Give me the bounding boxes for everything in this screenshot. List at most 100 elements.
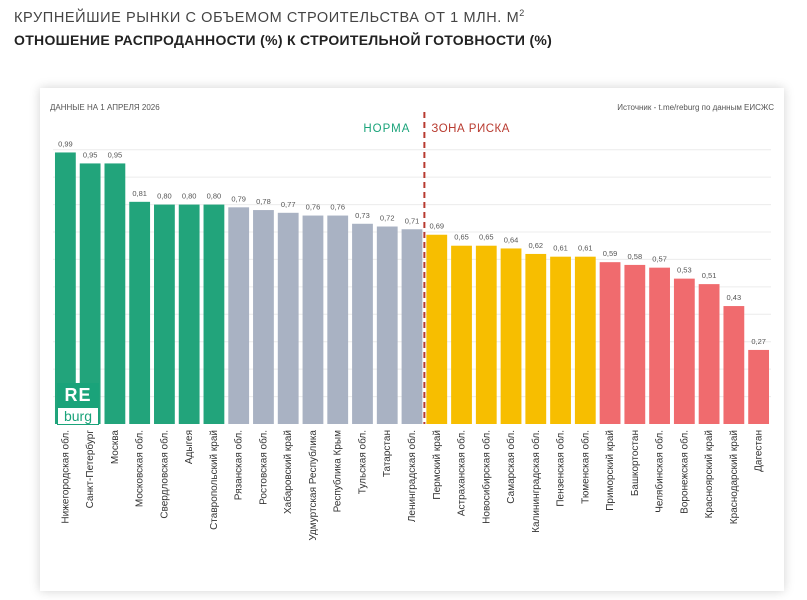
value-label: 0,61	[553, 244, 568, 253]
category-label: Хабаровский край	[282, 430, 294, 514]
chart-subtitle: ОТНОШЕНИЕ РАСПРОДАННОСТИ (%) К СТРОИТЕЛЬ…	[14, 32, 553, 48]
value-label: 0,72	[380, 214, 395, 223]
category-label: Пензенская обл.	[555, 430, 567, 507]
bar	[451, 245, 472, 424]
category-label: Башкортостан	[630, 430, 641, 496]
category-labels-group: Нижегородская обл. Санкт-Петербург Москва М…	[59, 430, 764, 541]
bar	[624, 264, 646, 424]
category-label: Ленинградская обл.	[406, 430, 418, 522]
logo-re: RE	[57, 383, 99, 407]
value-label: 0,69	[429, 222, 444, 231]
bar	[550, 256, 571, 424]
bar	[376, 226, 398, 424]
bar	[277, 212, 299, 424]
category-label: Астраханская обл.	[456, 430, 468, 516]
bar	[723, 306, 745, 424]
value-label: 0,65	[479, 233, 494, 242]
value-label: 0,95	[108, 150, 123, 159]
value-label: 0,27	[751, 337, 766, 346]
value-label: 0,76	[306, 203, 321, 212]
bar	[475, 245, 497, 424]
category-label: Удмуртская Республика	[307, 430, 319, 541]
bar	[203, 204, 225, 424]
category-label: Адыгея	[184, 430, 195, 464]
category-label: Пермский край	[432, 430, 443, 500]
category-label: Тульская обл.	[356, 430, 368, 494]
value-label: 0,73	[355, 211, 370, 220]
bar	[426, 234, 448, 424]
value-label: 0,59	[603, 249, 618, 258]
bars-group	[54, 152, 770, 424]
category-label: Рязанская обл.	[233, 430, 245, 500]
category-label: Самарская обл.	[505, 430, 517, 504]
bar	[500, 248, 522, 424]
norm-zone-label: НОРМА	[363, 123, 410, 135]
bar	[154, 204, 175, 424]
chart-title: КРУПНЕЙШИЕ РЫНКИ С ОБЪЕМОМ СТРОИТЕЛЬСТВА…	[14, 8, 525, 26]
value-label: 0,80	[207, 192, 222, 201]
value-label: 0,76	[330, 203, 345, 212]
category-label: Татарстан	[382, 430, 393, 477]
source-note: Источник - t.me/reburg по данным ЕИСЖС	[617, 103, 774, 112]
category-label: Красноярский край	[704, 430, 715, 518]
value-label: 0,71	[405, 216, 420, 225]
date-note: ДАННЫЕ НА 1 АПРЕЛЯ 2026	[50, 103, 160, 112]
bar	[253, 210, 274, 424]
category-label: Тюменская обл.	[579, 430, 591, 504]
bar	[327, 215, 349, 424]
category-label: Нижегородская обл.	[59, 430, 71, 524]
value-label: 0,77	[281, 200, 296, 209]
value-label: 0,78	[256, 197, 271, 206]
category-label: Московская обл.	[134, 430, 146, 507]
value-label: 0,65	[454, 233, 469, 242]
value-label: 0,43	[727, 293, 742, 302]
value-label: 0,79	[231, 194, 246, 203]
bar	[748, 349, 770, 424]
bar	[599, 262, 621, 424]
bar-chart: ДАННЫЕ НА 1 АПРЕЛЯ 2026 Источник - t.me/…	[50, 103, 774, 541]
bar	[79, 163, 101, 424]
bar	[649, 267, 670, 424]
category-label: Воронежская обл.	[678, 430, 690, 514]
value-label: 0,81	[132, 189, 147, 198]
reburg-logo: RE burg	[57, 383, 99, 425]
category-label: Ставропольский край	[209, 430, 220, 530]
bar	[401, 229, 423, 424]
value-label: 0,51	[702, 271, 717, 280]
bar	[673, 278, 695, 424]
bar	[54, 152, 76, 424]
value-label: 0,62	[528, 241, 543, 250]
bar	[525, 253, 547, 424]
category-label: Краснодарский край	[729, 430, 740, 524]
bar	[574, 256, 596, 424]
value-label: 0,80	[182, 192, 197, 201]
value-label: 0,99	[58, 139, 73, 148]
value-label: 0,58	[628, 252, 643, 261]
value-label: 0,61	[578, 244, 593, 253]
bar	[178, 204, 200, 424]
category-label: Москва	[110, 430, 121, 465]
bar	[129, 201, 151, 424]
category-label: Приморский край	[605, 430, 616, 511]
value-labels-group: 0,99 0,95 0,95 0,81 0,80 0,80 0,80 0,79 0,78 0,77…	[58, 139, 766, 345]
category-label: Новосибирская обл.	[480, 430, 492, 524]
category-label: Санкт-Петербург	[84, 430, 96, 509]
bar	[302, 215, 324, 424]
category-label: Челябинская обл.	[654, 430, 666, 513]
value-label: 0,80	[157, 192, 172, 201]
value-label: 0,53	[677, 266, 692, 275]
bar	[104, 163, 126, 424]
risk-zone-label: ЗОНА РИСКА	[431, 123, 510, 135]
bar	[228, 207, 250, 424]
category-label: Дагестан	[754, 430, 765, 472]
chart-card: ДАННЫЕ НА 1 АПРЕЛЯ 2026 Источник - t.me/…	[40, 88, 784, 591]
value-label: 0,95	[83, 150, 98, 159]
category-label: Республика Крым	[332, 430, 344, 513]
value-label: 0,64	[504, 235, 519, 244]
category-label: Калининградская обл.	[530, 430, 542, 533]
category-label: Ростовская обл.	[257, 430, 269, 505]
value-label: 0,57	[652, 255, 667, 264]
category-label: Свердловская обл.	[158, 430, 170, 519]
bar	[352, 223, 373, 424]
logo-burg: burg	[57, 407, 99, 425]
